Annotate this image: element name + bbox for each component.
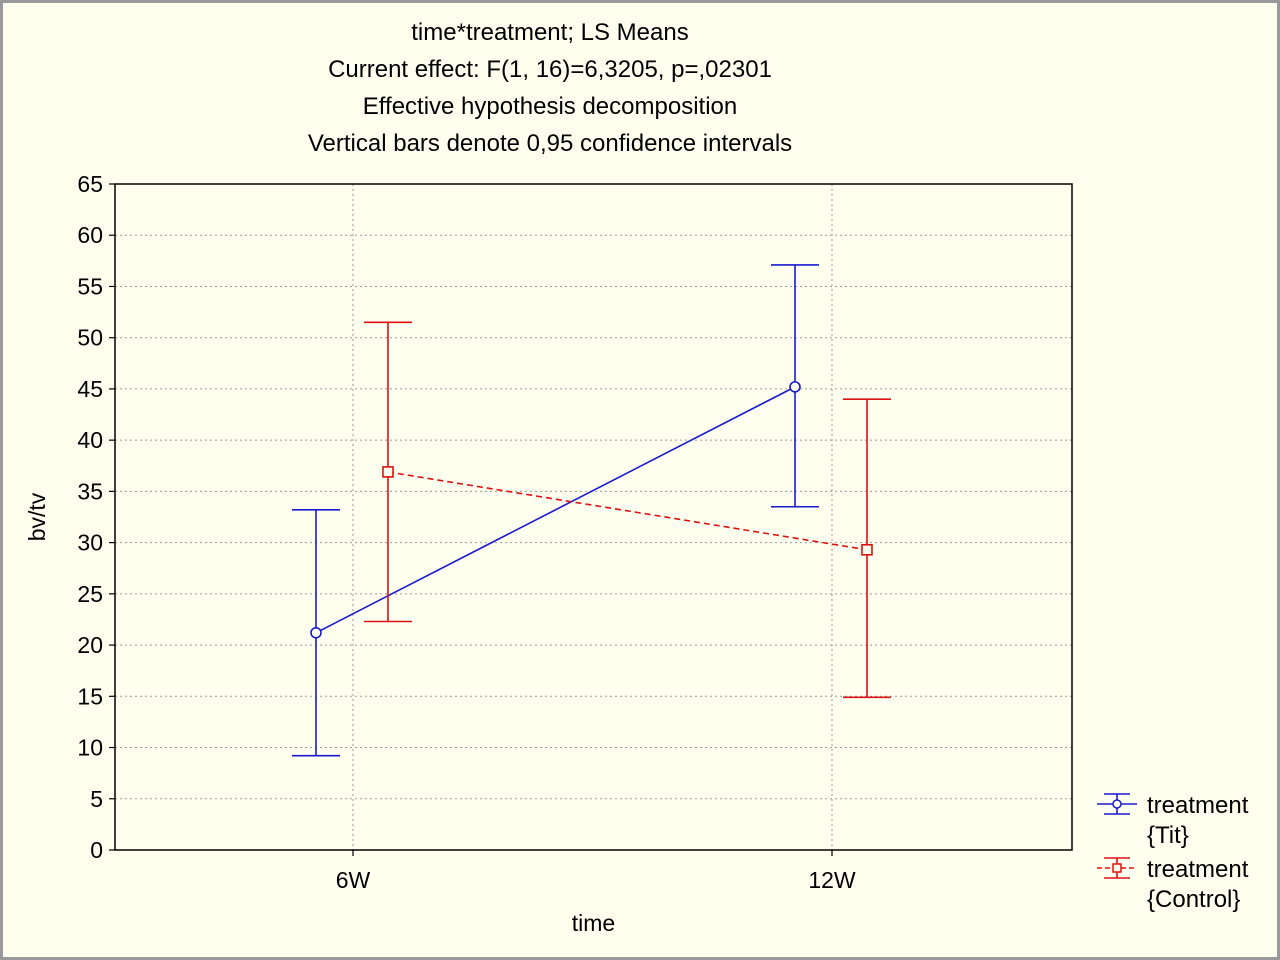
y-tick-label: 35 [77, 478, 103, 504]
legend-label: treatment [1147, 792, 1249, 819]
data-point [310, 626, 322, 639]
plot-area [114, 183, 1073, 851]
y-tick-label: 60 [77, 222, 103, 248]
data-point [382, 466, 394, 478]
y-tick-label: 40 [77, 427, 103, 453]
series-line [315, 386, 796, 634]
legend-symbol [1097, 857, 1137, 879]
y-tick-label: 50 [77, 325, 103, 351]
legend-item: treatment {Control} [1097, 856, 1249, 913]
legend: treatment {Tit} treatment {Control} [1097, 792, 1249, 913]
y-axis-ticks: 0 5 10 15 20 25 30 35 40 45 50 55 60 65 [77, 171, 115, 863]
y-axis-label: bv/tv [24, 492, 50, 541]
y-tick-label: 20 [77, 632, 103, 658]
y-tick-label: 0 [90, 837, 103, 863]
y-tick-label: 45 [77, 376, 103, 402]
series-1 [364, 321, 891, 699]
series-line [387, 471, 868, 551]
y-tick-label: 25 [77, 581, 103, 607]
title-line: Vertical bars denote 0,95 confidence int… [308, 130, 792, 157]
data-point [789, 381, 801, 393]
legend-item: treatment {Tit} [1097, 792, 1249, 849]
legend-marker [1112, 863, 1122, 873]
data-point [861, 543, 873, 556]
legend-marker [1112, 799, 1122, 809]
x-tick-label: 6W [336, 867, 371, 893]
title-line: Current effect: F(1, 16)=6,3205, p=,0230… [328, 56, 772, 83]
title-line: Effective hypothesis decomposition [363, 93, 737, 120]
y-tick-label: 30 [77, 530, 103, 556]
legend-label: treatment [1147, 856, 1249, 883]
y-tick-label: 65 [77, 171, 103, 197]
y-tick-label: 55 [77, 273, 103, 299]
chart-svg: time*treatment; LS Means Current effect: … [24, 19, 1249, 936]
legend-symbol [1097, 793, 1137, 815]
grid-lines [115, 184, 1072, 850]
y-tick-label: 15 [77, 683, 103, 709]
title-line: time*treatment; LS Means [411, 19, 688, 46]
legend-label: {Control} [1147, 886, 1240, 913]
chart-title: time*treatment; LS Means Current effect: … [308, 19, 792, 157]
legend-label: {Tit} [1147, 822, 1189, 849]
y-tick-label: 10 [77, 735, 103, 761]
x-tick-label: 12W [808, 867, 856, 893]
series-0 [292, 264, 819, 757]
x-axis-label: time [572, 910, 615, 936]
x-axis-ticks: 6W 12W [336, 850, 856, 893]
series-group [292, 264, 891, 757]
y-tick-label: 5 [90, 786, 103, 812]
